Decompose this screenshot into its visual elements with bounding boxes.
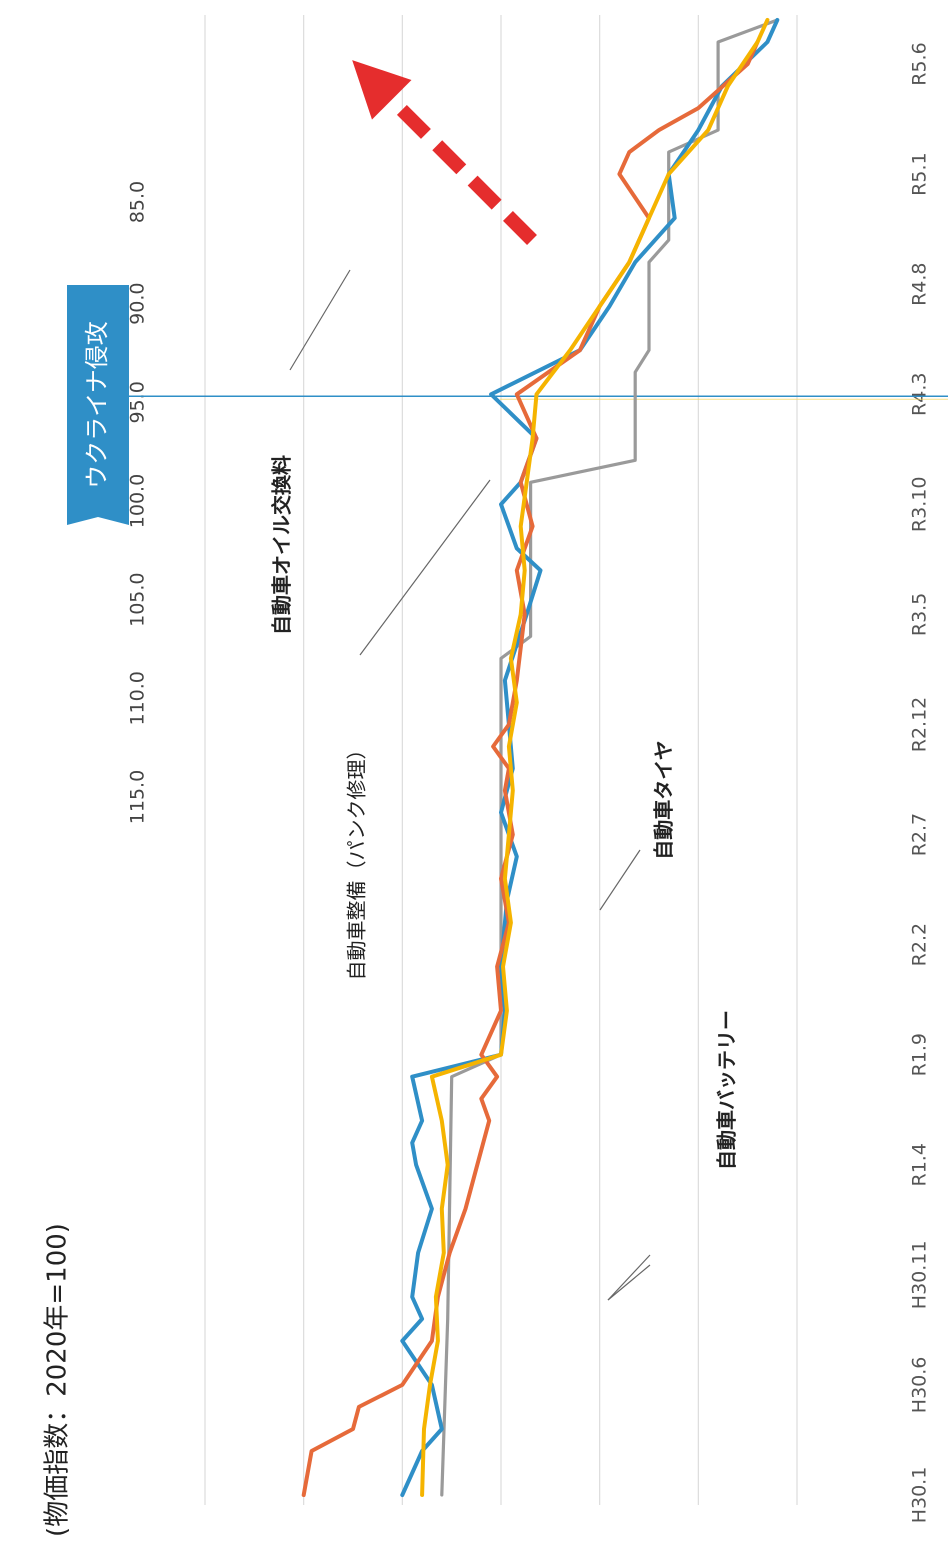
x-tick-label: R5.6 <box>909 42 931 85</box>
y-tick-label: 115.0 <box>127 770 149 824</box>
y-tick-label: 90.0 <box>127 283 149 325</box>
x-tick-label: R1.9 <box>909 1033 931 1076</box>
series-line-1 <box>400 18 780 1497</box>
x-tick-label: R1.4 <box>909 1143 931 1186</box>
leader-battery-b <box>607 1264 651 1301</box>
trend-arrow-line <box>352 60 537 245</box>
x-tick-label: R3.10 <box>909 477 931 533</box>
event-callout-box <box>67 285 129 525</box>
label-tire: 自動車タイヤ <box>652 740 676 859</box>
label-puncture-repair: 自動車整備（パンク修理） <box>345 740 369 981</box>
x-axis-tick-labels: H30.1 H30.6 H30.11 R1.4 R1.9 R2.2 R2.7 R2.12 R3.… <box>909 42 931 1523</box>
label-battery: 自動車バッテリー <box>715 1010 739 1170</box>
x-tick-label: R5.1 <box>909 152 931 195</box>
leader-oil-change <box>289 269 351 371</box>
y-tick-label: 100.0 <box>127 474 149 528</box>
x-tick-label: R2.7 <box>909 813 931 856</box>
gridlines <box>204 15 798 1505</box>
x-tick-label: R4.8 <box>909 262 931 305</box>
x-tick-label: R2.2 <box>909 923 931 966</box>
unit-label: (物価指数：2020年=100) <box>43 1223 73 1537</box>
y-axis-tick-labels: 115.0 110.0 105.0 100.0 95.0 90.0 85.0 <box>127 181 149 824</box>
unit-label-group: (物価指数：2020年=100) <box>43 1223 73 1537</box>
leader-puncture-repair <box>359 479 491 656</box>
series-line-2 <box>301 40 760 1497</box>
x-tick-label: R4.3 <box>909 373 931 416</box>
leader-battery-a <box>607 1254 651 1301</box>
event-callout: ウクライナ侵攻 <box>67 285 129 525</box>
y-tick-label: 105.0 <box>127 572 149 626</box>
event-callout-label: ウクライナ侵攻 <box>83 321 111 489</box>
series-line-0 <box>440 18 779 1497</box>
x-tick-label: H30.11 <box>909 1241 931 1310</box>
y-tick-label: 110.0 <box>127 671 149 725</box>
trend-arrow <box>352 60 537 245</box>
label-leader-lines <box>289 269 651 1301</box>
y-tick-label: 85.0 <box>127 181 149 223</box>
label-oil-change: 自動車オイル交換料 <box>270 455 294 635</box>
y-tick-label: 95.0 <box>127 381 149 423</box>
x-tick-label: H30.6 <box>909 1357 931 1414</box>
event-line <box>110 395 948 400</box>
x-tick-label: H30.1 <box>909 1467 931 1524</box>
leader-tire <box>599 849 641 911</box>
series-line-3 <box>420 18 770 1497</box>
x-tick-label: R2.12 <box>909 697 931 753</box>
x-tick-label: R3.5 <box>909 593 931 636</box>
series-lines <box>301 18 780 1497</box>
